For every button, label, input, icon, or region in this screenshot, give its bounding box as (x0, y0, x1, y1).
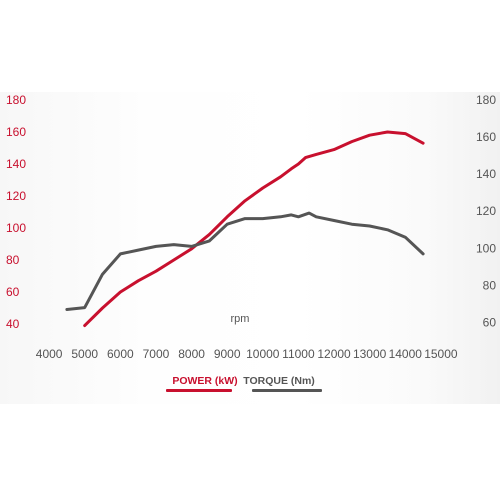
right-axis-tick-label: 180 (476, 93, 496, 107)
series-layer (65, 130, 425, 328)
legend-torque-swatch (252, 389, 322, 392)
power-series-line (83, 130, 425, 328)
legend: POWER (kW) TORQUE (Nm) (166, 375, 322, 392)
x-axis-tick-label: 10000 (246, 347, 280, 361)
x-axis-tick-label: 13000 (353, 347, 387, 361)
right-axis-ticks: 60 80 100 120 140 160 180 (476, 93, 496, 329)
legend-power-swatch (166, 389, 232, 392)
x-axis-tick-label: 8000 (178, 347, 205, 361)
left-axis-tick-label: 80 (6, 253, 20, 267)
torque-series-line (65, 211, 425, 311)
x-axis-tick-label: 14000 (389, 347, 423, 361)
x-axis-tick-label: 12000 (317, 347, 351, 361)
legend-power-label: POWER (kW) (172, 375, 237, 387)
right-axis-tick-label: 160 (476, 130, 496, 144)
x-axis-tick-label: 6000 (107, 347, 134, 361)
left-axis-tick-label: 40 (6, 317, 20, 331)
x-axis-tick-label: 7000 (143, 347, 170, 361)
x-axis-tick-label: 5000 (71, 347, 98, 361)
left-axis-tick-label: 140 (6, 157, 26, 171)
x-axis-tick-label: 11000 (282, 347, 315, 361)
right-axis-tick-label: 80 (483, 278, 497, 292)
left-axis-tick-label: 160 (6, 125, 26, 139)
x-axis-tick-label: 15000 (424, 347, 458, 361)
left-axis-tick-label: 180 (6, 93, 26, 107)
left-axis-ticks: 40 60 80 100 120 140 160 180 (6, 93, 26, 331)
right-axis-tick-label: 60 (483, 315, 497, 329)
x-axis-ticks: 4000 5000 6000 7000 8000 9000 10000 11000 12000 1… (36, 347, 458, 361)
legend-torque-label: TORQUE (Nm) (243, 375, 315, 387)
left-axis-tick-label: 100 (6, 221, 26, 235)
left-axis-tick-label: 120 (6, 189, 26, 203)
x-axis-tick-label: 9000 (214, 347, 241, 361)
right-axis-tick-label: 140 (476, 167, 496, 181)
left-axis-tick-label: 60 (6, 285, 20, 299)
right-axis-tick-label: 100 (476, 241, 496, 255)
right-axis-tick-label: 120 (476, 204, 496, 218)
x-axis-tick-label: 4000 (36, 347, 63, 361)
x-axis-label: rpm (231, 313, 250, 325)
